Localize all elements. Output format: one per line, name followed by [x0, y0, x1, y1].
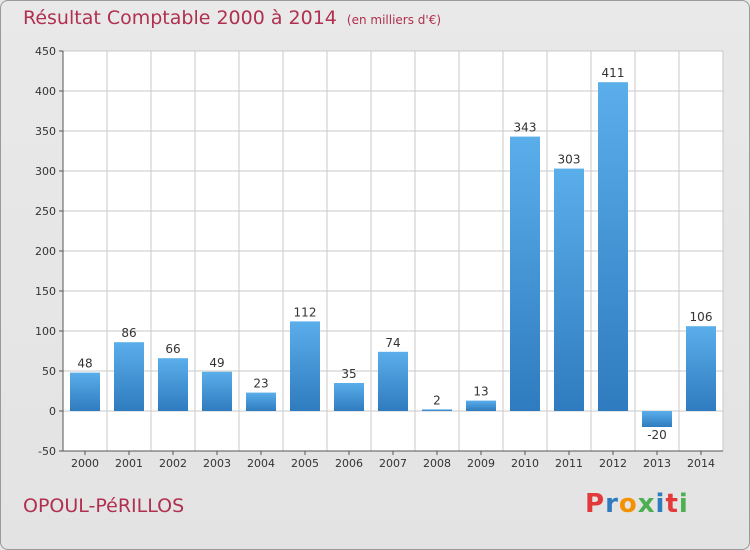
bar-2000: [70, 372, 100, 411]
bar-2014: [686, 326, 716, 411]
data-label: 411: [602, 66, 625, 80]
y-tick-label: 0: [49, 405, 56, 418]
bar-2011: [554, 168, 584, 411]
bar-2010: [510, 136, 540, 411]
y-tick-label: -50: [38, 445, 56, 458]
x-tick-label: 2013: [643, 457, 671, 470]
y-tick-label: 250: [35, 205, 56, 218]
data-label: 35: [341, 367, 356, 381]
y-tick-label: 200: [35, 245, 56, 258]
bar-2013: [642, 411, 672, 427]
data-label: 74: [385, 336, 400, 350]
data-label: -20: [647, 428, 667, 442]
logo-letter: r: [605, 489, 619, 519]
bar-2003: [202, 371, 232, 411]
chart-title: Résultat Comptable 2000 à 2014 (en millie…: [23, 7, 441, 29]
logo-letter: P: [585, 489, 606, 519]
bar-2001: [114, 342, 144, 411]
y-tick-label: 400: [35, 85, 56, 98]
x-tick-label: 2014: [687, 457, 715, 470]
y-tick-label: 50: [42, 365, 56, 378]
bars: [70, 82, 716, 427]
bar-2008: [422, 409, 452, 411]
x-tick-label: 2009: [467, 457, 495, 470]
logo-letter: t: [665, 489, 679, 519]
data-label: 66: [165, 342, 180, 356]
bar-2004: [246, 392, 276, 411]
data-label: 106: [690, 310, 713, 324]
x-tick-label: 2010: [511, 457, 539, 470]
x-tick-label: 2007: [379, 457, 407, 470]
bar-2007: [378, 351, 408, 411]
data-label: 49: [209, 356, 224, 370]
data-label: 86: [121, 326, 136, 340]
x-tick-label: 2011: [555, 457, 583, 470]
data-labels: 48 86 66 49 23 112 35 74 2 13 343 303 411 -20 106: [77, 66, 712, 442]
bar-2012: [598, 82, 628, 411]
bar-2002: [158, 358, 188, 411]
x-tick-label: 2005: [291, 457, 319, 470]
bar-2005: [290, 321, 320, 411]
title-text: Résultat Comptable 2000 à 2014: [23, 7, 337, 29]
x-tick-label: 2003: [203, 457, 231, 470]
data-label: 48: [77, 357, 92, 371]
axes: -50 0 50 100 150 200 250 300 350 400 450 2000 2001 20…: [35, 45, 723, 470]
y-tick-label: 150: [35, 285, 56, 298]
y-tick-label: 450: [35, 45, 56, 58]
proxiti-logo: Proxiti: [585, 489, 689, 519]
logo-letter: x: [637, 489, 656, 519]
data-label: 112: [294, 305, 317, 319]
chart-subtitle: (en milliers d'€): [346, 13, 442, 27]
x-tick-label: 2002: [159, 457, 187, 470]
y-tick-label: 300: [35, 165, 56, 178]
bar-2006: [334, 383, 364, 411]
bar-2009: [466, 400, 496, 411]
x-tick-label: 2004: [247, 457, 275, 470]
logo-letter: i: [655, 489, 666, 519]
x-tick-label: 2001: [115, 457, 143, 470]
logo-letter: o: [618, 489, 638, 519]
data-label: 2: [433, 393, 441, 407]
data-label: 343: [514, 121, 537, 135]
data-label: 13: [473, 385, 488, 399]
y-tick-label: 350: [35, 125, 56, 138]
data-label: 303: [558, 153, 581, 167]
logo-letter: i: [678, 489, 689, 519]
data-label: 23: [253, 377, 268, 391]
y-tick-label: 100: [35, 325, 56, 338]
x-tick-label: 2000: [71, 457, 99, 470]
x-tick-label: 2006: [335, 457, 363, 470]
municipality-name: OPOUL-PéRILLOS: [23, 495, 185, 517]
x-tick-label: 2008: [423, 457, 451, 470]
x-tick-label: 2012: [599, 457, 627, 470]
